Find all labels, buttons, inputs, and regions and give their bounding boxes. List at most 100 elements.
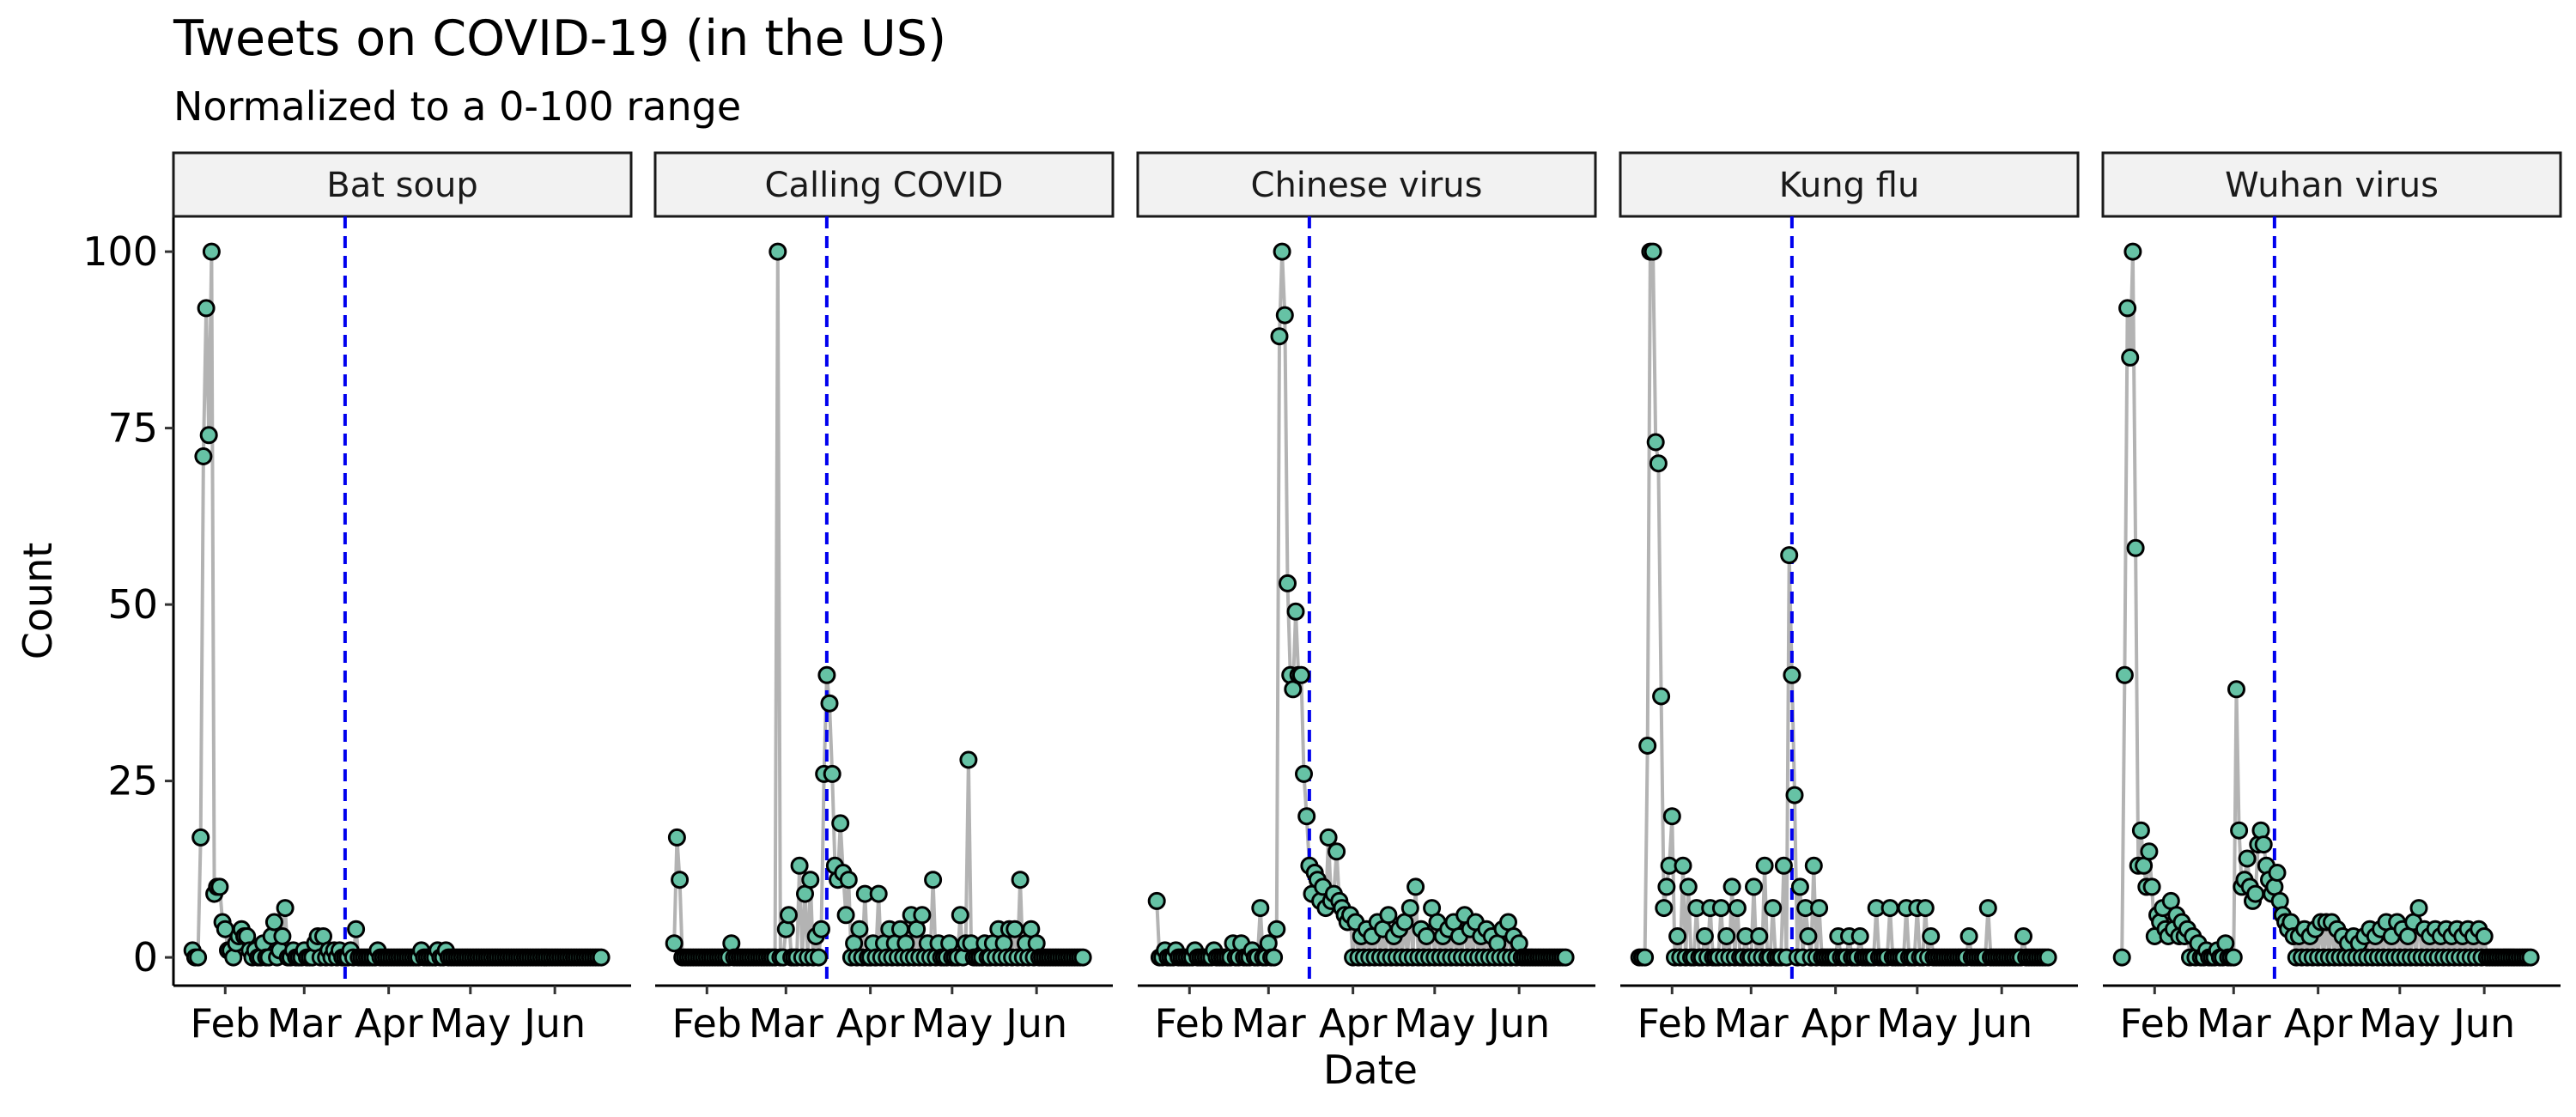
data-point bbox=[1406, 877, 1425, 896]
x-tick-label: May bbox=[429, 1000, 511, 1047]
data-point bbox=[1251, 899, 1270, 918]
data-point bbox=[1804, 856, 1823, 875]
data-point bbox=[671, 871, 690, 889]
data-point bbox=[199, 426, 218, 445]
data-point bbox=[1764, 899, 1783, 918]
x-tick-label: Mar bbox=[749, 1000, 823, 1047]
data-point bbox=[238, 927, 257, 945]
data-point bbox=[790, 856, 809, 875]
x-tick-label: Feb bbox=[191, 1000, 260, 1047]
data-point bbox=[2521, 948, 2540, 967]
x-axis-title: Date bbox=[1323, 1047, 1418, 1093]
chart-subtitle: Normalized to a 0-100 range bbox=[173, 83, 741, 130]
data-point bbox=[839, 871, 858, 889]
data-point bbox=[831, 814, 850, 833]
data-point bbox=[1755, 856, 1774, 875]
data-point bbox=[1810, 899, 1829, 918]
data-point bbox=[1850, 927, 1869, 945]
data-point bbox=[1417, 927, 1436, 945]
data-point bbox=[194, 447, 213, 465]
data-point bbox=[2254, 835, 2273, 854]
data-point bbox=[1750, 927, 1769, 945]
data-point bbox=[2115, 665, 2134, 684]
data-point bbox=[210, 877, 229, 896]
data-point bbox=[924, 871, 943, 889]
data-point bbox=[1273, 242, 1291, 261]
data-point bbox=[2142, 877, 2161, 896]
x-tick-label: Jun bbox=[1485, 1000, 1550, 1047]
data-point bbox=[1327, 842, 1346, 861]
data-point bbox=[1295, 764, 1313, 783]
x-tick-label: Jun bbox=[521, 1000, 586, 1047]
series-line bbox=[1639, 250, 2049, 960]
data-point bbox=[273, 927, 292, 945]
y-axis: 0 25 50 75 100 bbox=[82, 216, 175, 986]
data-point bbox=[2224, 948, 2243, 967]
x-tick-label: May bbox=[1876, 1000, 1958, 1047]
chart-title: Tweets on COVID-19 (in the US) bbox=[173, 10, 946, 67]
x-tick-label: May bbox=[911, 1000, 993, 1047]
data-point bbox=[1267, 920, 1286, 938]
x-tick-label: Apr bbox=[836, 1000, 905, 1047]
data-point bbox=[836, 906, 855, 925]
data-point bbox=[951, 906, 969, 925]
data-point bbox=[1279, 574, 1297, 592]
data-point bbox=[1679, 877, 1698, 896]
data-point bbox=[2126, 538, 2145, 557]
facet-strip-label: Wuhan virus bbox=[2225, 166, 2439, 205]
data-point bbox=[1073, 948, 1092, 967]
x-tick-label: Feb bbox=[1637, 1000, 1707, 1047]
data-point bbox=[1147, 891, 1166, 910]
x-tick-label: Jun bbox=[1003, 1000, 1067, 1047]
data-point bbox=[347, 920, 366, 938]
x-tick-label: Mar bbox=[1231, 1000, 1306, 1047]
x-tick-label: May bbox=[1394, 1000, 1475, 1047]
y-tick-label: 25 bbox=[107, 758, 158, 804]
data-point bbox=[1728, 899, 1747, 918]
data-point bbox=[1643, 242, 1662, 261]
facet-panel: Chinese virus Feb Mar Apr May Jun bbox=[1136, 151, 1597, 1047]
data-point bbox=[2270, 891, 2289, 910]
data-point bbox=[2123, 242, 2142, 261]
x-tick-label: Jun bbox=[2451, 1000, 2515, 1047]
data-point bbox=[197, 299, 216, 318]
x-tick-label: Apr bbox=[2284, 1000, 2353, 1047]
facet-strip bbox=[1619, 151, 2080, 218]
data-point bbox=[913, 906, 932, 925]
data-point bbox=[2131, 821, 2150, 840]
x-tick-label: Mar bbox=[267, 1000, 342, 1047]
facet-strip bbox=[172, 151, 633, 218]
y-tick-label: 100 bbox=[82, 228, 158, 275]
data-point bbox=[224, 948, 243, 967]
series-line bbox=[672, 252, 1084, 960]
data-point bbox=[1799, 927, 1818, 945]
data-point bbox=[592, 948, 611, 967]
data-point bbox=[1638, 737, 1657, 755]
data-point bbox=[1780, 546, 1799, 565]
data-point bbox=[1636, 948, 1655, 967]
data-point bbox=[2246, 884, 2265, 903]
data-point bbox=[896, 934, 915, 953]
data-point bbox=[191, 828, 210, 847]
data-point bbox=[1722, 877, 1741, 896]
data-point bbox=[667, 828, 686, 847]
data-point bbox=[2112, 948, 2131, 967]
facet-strip-label: Kung flu bbox=[1779, 166, 1920, 205]
data-point bbox=[2238, 849, 2257, 868]
data-point bbox=[1291, 665, 1310, 684]
data-point bbox=[1695, 927, 1714, 945]
data-point bbox=[1790, 877, 1809, 896]
data-point bbox=[1657, 877, 1676, 896]
data-point bbox=[2475, 927, 2494, 945]
data-point bbox=[823, 764, 841, 783]
data-point bbox=[769, 242, 787, 261]
series-line bbox=[1155, 252, 1566, 960]
data-point bbox=[1711, 899, 1730, 918]
data-point bbox=[1745, 877, 1763, 896]
data-point bbox=[820, 694, 839, 713]
data-point bbox=[2251, 821, 2270, 840]
facet-strip bbox=[653, 151, 1115, 218]
